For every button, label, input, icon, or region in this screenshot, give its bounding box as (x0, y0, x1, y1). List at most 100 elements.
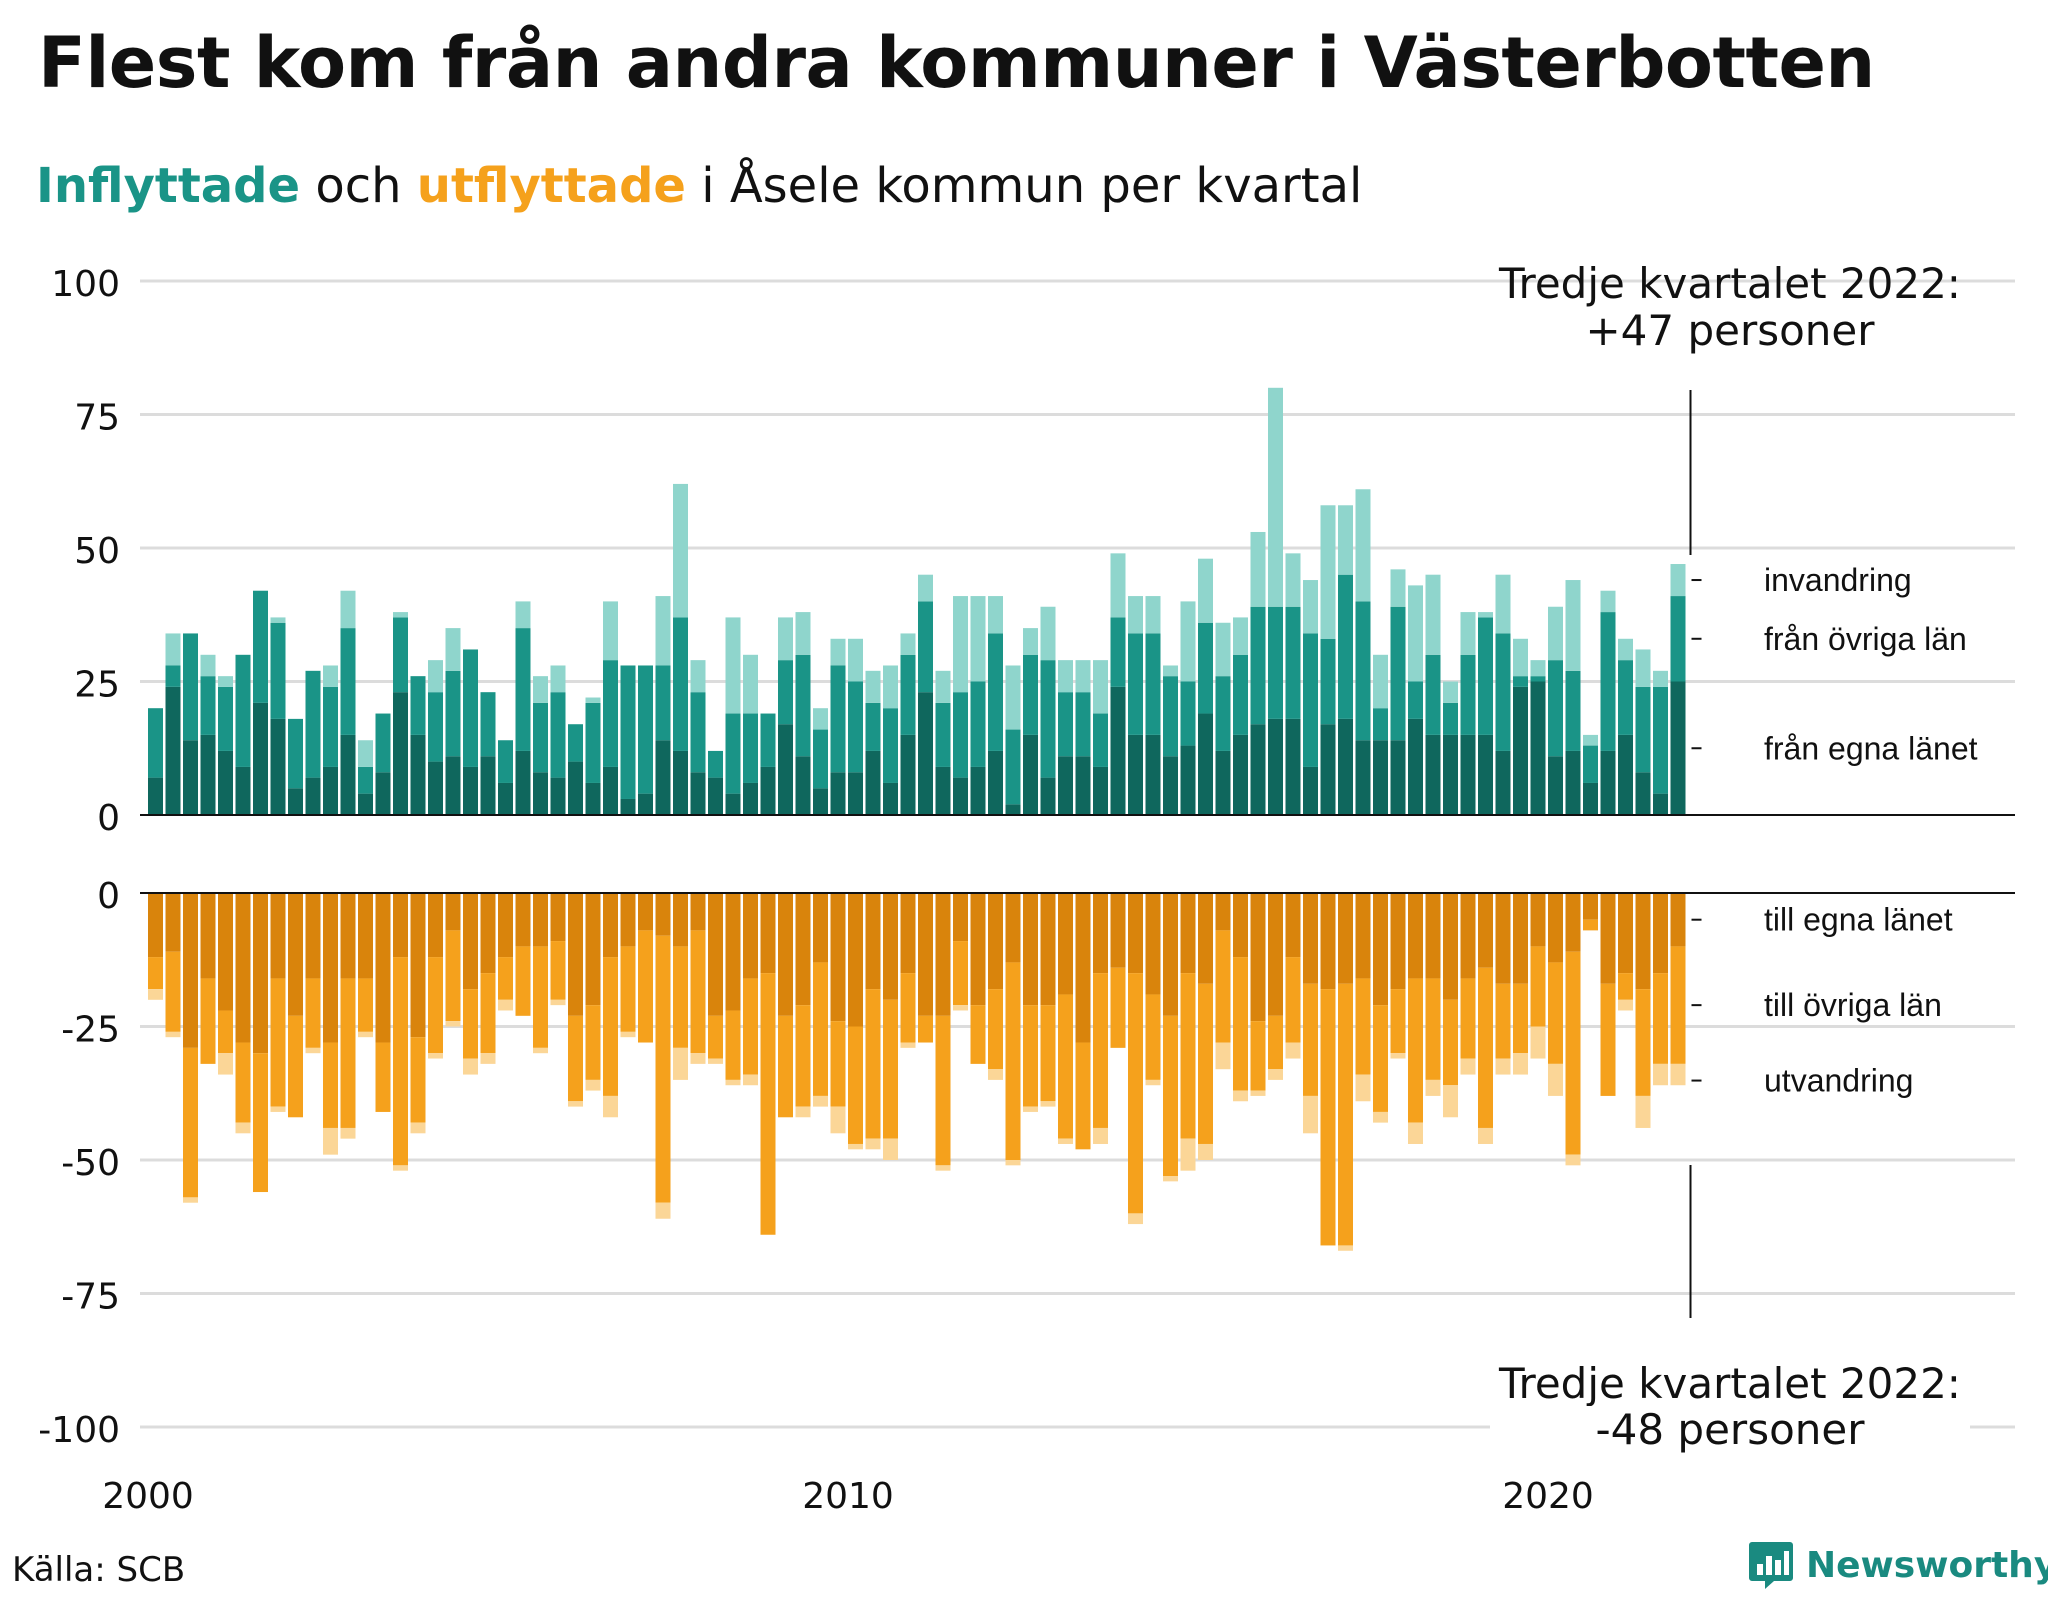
bar-out-0 (813, 893, 828, 963)
bar-in-0 (1093, 766, 1108, 815)
bar-out-0 (1075, 893, 1091, 1043)
bar-out-1 (375, 1042, 391, 1112)
bar-in-1 (165, 665, 181, 687)
y-tick-label: 0 (97, 798, 120, 839)
bar-in-0 (1495, 750, 1511, 815)
bar-in-1 (1180, 681, 1196, 746)
bar-out-1 (743, 978, 758, 1075)
bar-out-2 (428, 1053, 443, 1059)
bar-in-2 (515, 601, 531, 629)
bar-out-1 (1303, 983, 1318, 1096)
bar-in-1 (1355, 601, 1371, 741)
bar-in-2 (795, 612, 811, 655)
bar-in-1 (200, 676, 216, 735)
bar-out-1 (1198, 983, 1213, 1144)
bar-out-1 (305, 978, 321, 1048)
bar-out-0 (1338, 893, 1353, 984)
bar-in-1 (953, 692, 968, 778)
bar-out-0 (1460, 893, 1476, 979)
bar-in-1 (393, 617, 408, 693)
bar-out-2 (1460, 1058, 1476, 1075)
bar-out-1 (1005, 962, 1021, 1160)
bar-in-0 (1268, 718, 1283, 815)
bar-out-2 (410, 1122, 426, 1134)
bar-in-1 (1163, 676, 1178, 757)
bar-in-1 (1145, 633, 1161, 735)
bar-out-2 (498, 999, 513, 1011)
bar-out-2 (323, 1127, 338, 1155)
bar-in-0 (218, 750, 233, 815)
bar-out-0 (725, 893, 741, 1011)
bar-in-0 (410, 734, 426, 815)
bar-out-1 (340, 978, 356, 1128)
bar-in-0 (393, 692, 408, 815)
bar-out-0 (1093, 893, 1108, 974)
bar-in-1 (375, 713, 391, 773)
bar-in-0 (1145, 734, 1161, 815)
bar-in-0 (1058, 756, 1073, 815)
bar-in-1 (1408, 681, 1423, 719)
bar-out-2 (1058, 1138, 1073, 1144)
y-tick-label: 75 (74, 398, 120, 439)
bar-out-2 (795, 1106, 811, 1118)
bar-in-1 (1233, 654, 1248, 735)
bar-in-0 (1653, 793, 1668, 815)
bar-in-1 (1460, 654, 1476, 735)
bar-out-1 (480, 973, 496, 1054)
bar-in-2 (935, 670, 951, 703)
bar-out-2 (270, 1106, 286, 1112)
bar-out-2 (603, 1095, 618, 1118)
bar-out-0 (1233, 893, 1248, 958)
bar-out-1 (1268, 1015, 1283, 1070)
bar-out-2 (865, 1138, 881, 1150)
bar-out-0 (1215, 893, 1231, 931)
bar-in-1 (1268, 606, 1283, 719)
bar-in-0 (568, 761, 583, 815)
bar-out-1 (1180, 973, 1196, 1139)
annotation-bg (1490, 1360, 1970, 1408)
bar-out-0 (865, 893, 881, 990)
bar-in-2 (1040, 606, 1056, 661)
subtitle-inflyttade: Inflyttade (36, 158, 301, 214)
bar-in-1 (480, 692, 496, 757)
bar-out-1 (673, 946, 688, 1048)
bar-out-0 (953, 893, 968, 942)
bar-out-2 (1670, 1063, 1686, 1086)
bar-in-1 (235, 654, 251, 767)
bar-out-0 (1373, 893, 1388, 1006)
bar-in-0 (673, 750, 688, 815)
bar-in-0 (1163, 756, 1178, 815)
bar-in-0 (1618, 734, 1633, 815)
bar-out-0 (200, 893, 216, 979)
bar-out-0 (270, 893, 286, 979)
y-tick-label: -25 (61, 1010, 120, 1051)
bar-in-0 (463, 766, 478, 815)
bar-out-0 (253, 893, 268, 1054)
bar-in-1 (638, 665, 653, 794)
annotation-bottom: -48 personer (1595, 1405, 1865, 1454)
bar-in-1 (533, 702, 548, 773)
bar-in-1 (428, 692, 443, 762)
bar-out-2 (1618, 999, 1633, 1011)
bar-out-1 (1093, 973, 1108, 1128)
bar-out-1 (918, 1015, 933, 1043)
bar-out-0 (393, 893, 408, 958)
bar-out-0 (708, 893, 723, 1016)
bar-in-1 (1390, 606, 1406, 741)
bar-in-2 (883, 665, 898, 709)
bar-out-1 (1075, 1042, 1091, 1150)
bar-out-1 (463, 989, 478, 1059)
bar-out-0 (1163, 893, 1178, 1016)
bar-in-2 (725, 617, 741, 714)
bar-in-0 (1250, 724, 1266, 815)
bar-in-1 (655, 665, 671, 741)
bar-out-1 (655, 935, 671, 1203)
y-tick-label: -50 (61, 1143, 120, 1184)
bar-in-2 (1600, 590, 1616, 613)
subtitle-rest: i Åsele kommun per kvartal (685, 158, 1363, 214)
bar-out-0 (1268, 893, 1283, 1016)
bar-out-1 (760, 973, 776, 1235)
bar-out-1 (1390, 989, 1406, 1054)
bar-in-1 (1338, 574, 1353, 719)
bar-out-1 (1495, 983, 1511, 1059)
